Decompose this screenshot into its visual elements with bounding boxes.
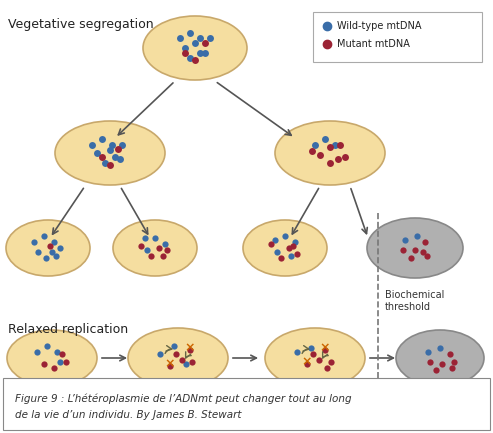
Text: ×: × (320, 342, 330, 355)
Ellipse shape (275, 121, 385, 185)
Text: Mutant mtDNA: Mutant mtDNA (337, 39, 410, 49)
Ellipse shape (55, 121, 165, 185)
Ellipse shape (367, 218, 463, 278)
FancyBboxPatch shape (313, 12, 482, 62)
Text: Figure 9 : L’hétéroplasmie de l’ADNmt peut changer tout au long: Figure 9 : L’hétéroplasmie de l’ADNmt pe… (15, 393, 352, 404)
Ellipse shape (113, 220, 197, 276)
Text: ×: × (302, 355, 312, 368)
Text: de la vie d’un individu. By James B. Stewart: de la vie d’un individu. By James B. Ste… (15, 410, 242, 420)
Ellipse shape (128, 328, 228, 388)
Text: Wild-type mtDNA: Wild-type mtDNA (337, 21, 422, 31)
Ellipse shape (243, 220, 327, 276)
Text: Biochemical
threshold: Biochemical threshold (385, 290, 444, 312)
FancyBboxPatch shape (3, 378, 490, 430)
Ellipse shape (396, 330, 484, 386)
Text: Relaxed replication: Relaxed replication (8, 323, 128, 336)
Text: ×: × (165, 358, 175, 371)
Ellipse shape (6, 220, 90, 276)
Text: ×: × (185, 342, 195, 355)
Text: Vegetative segregation: Vegetative segregation (8, 18, 154, 31)
Ellipse shape (265, 328, 365, 388)
Ellipse shape (7, 330, 97, 386)
Ellipse shape (143, 16, 247, 80)
